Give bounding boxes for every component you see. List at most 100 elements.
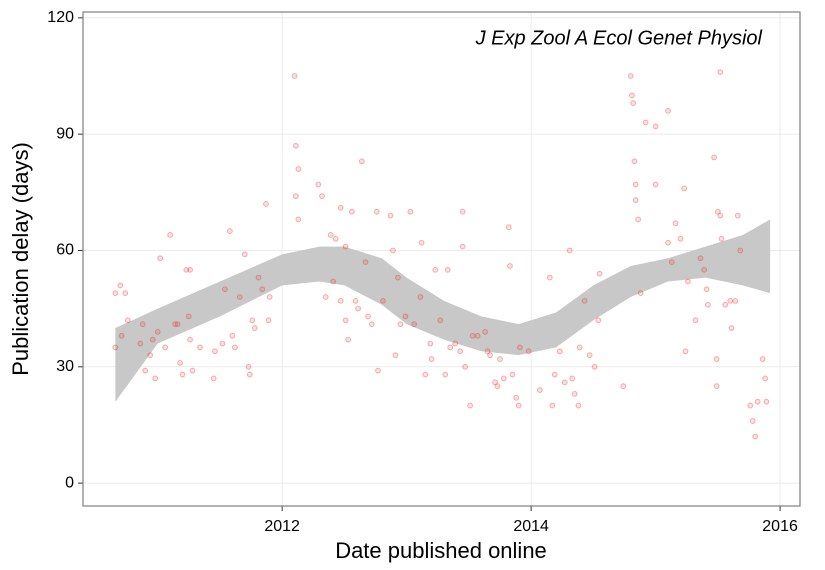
data-point [139,321,146,328]
confidence-band [115,219,771,402]
data-point [392,352,399,359]
data-point [322,294,329,300]
data-point [212,348,218,355]
data-point [241,251,248,258]
data-point [668,259,675,266]
data-point [703,286,710,293]
data-point [185,313,192,320]
data-point [255,274,262,281]
data-point [697,255,704,262]
data-point [497,356,503,362]
data-point [187,336,193,343]
data-point [556,348,563,355]
data-point [355,305,361,312]
data-point [368,321,375,328]
data-point [692,317,699,324]
y-tick-label: 30 [56,358,74,375]
data-point [551,371,558,378]
data-point [681,185,688,192]
data-point [263,201,269,207]
data-point [395,274,401,281]
y-axis-title: Publication delay (days) [8,142,33,376]
data-point [362,259,369,266]
data-point [701,266,708,273]
data-point [162,344,169,351]
data-point [219,340,226,347]
data-point [266,294,273,300]
data-point [249,317,256,324]
data-point [147,352,154,359]
data-point [749,418,756,424]
data-point [245,363,252,370]
plot-border [82,11,801,507]
data-point [137,340,144,347]
data-point [229,332,236,339]
data-point [747,402,754,409]
data-point [447,344,454,351]
data-point [569,375,576,382]
data-point [348,208,355,215]
data-point [632,197,639,203]
data-point [187,266,193,273]
data-point [167,232,174,238]
data-point [337,204,344,211]
data-point [236,294,243,300]
data-point [157,255,164,262]
data-point [762,375,769,382]
data-point [549,402,556,409]
data-point [231,344,238,351]
data-point [462,363,469,370]
data-point [292,193,299,200]
data-point [665,239,671,246]
data-point [561,379,568,386]
data-point [467,402,474,409]
data-point [505,224,512,231]
data-point [513,394,520,401]
data-point [459,243,466,250]
data-point [292,142,299,149]
data-point [427,340,434,347]
data-point [189,367,196,374]
data-point [315,181,322,188]
data-point [118,332,125,339]
data-point [442,371,449,378]
data-point [713,383,720,390]
data-point [596,270,603,277]
data-point [737,247,744,254]
y-tick-label: 60 [56,242,74,259]
data-point [452,340,459,347]
data-point [327,232,334,238]
data-point [595,317,602,324]
data-point [222,286,228,293]
data-point [122,290,129,297]
data-point [704,301,711,308]
data-point [117,282,124,289]
data-point [418,239,425,246]
x-tick-label: 2016 [762,518,798,535]
data-point [319,193,325,200]
data-point [642,119,649,126]
data-point [713,356,720,362]
data-point [246,371,253,378]
data-point [714,208,721,215]
data-point [536,387,543,393]
data-point [677,235,684,242]
data-point [581,297,588,304]
data-point [509,371,516,378]
data-point [142,367,149,374]
data-point [358,158,365,165]
data-point [152,375,159,382]
data-point [734,212,741,219]
data-point [469,332,476,339]
data-point [397,321,404,328]
data-point [390,247,396,254]
data-point [380,297,386,304]
data-point [337,297,344,304]
data-point [630,100,637,107]
x-axis-title: Date published online [335,538,547,563]
data-point [417,294,424,300]
data-point [457,348,464,355]
data-point [732,297,739,304]
data-point [711,154,718,161]
